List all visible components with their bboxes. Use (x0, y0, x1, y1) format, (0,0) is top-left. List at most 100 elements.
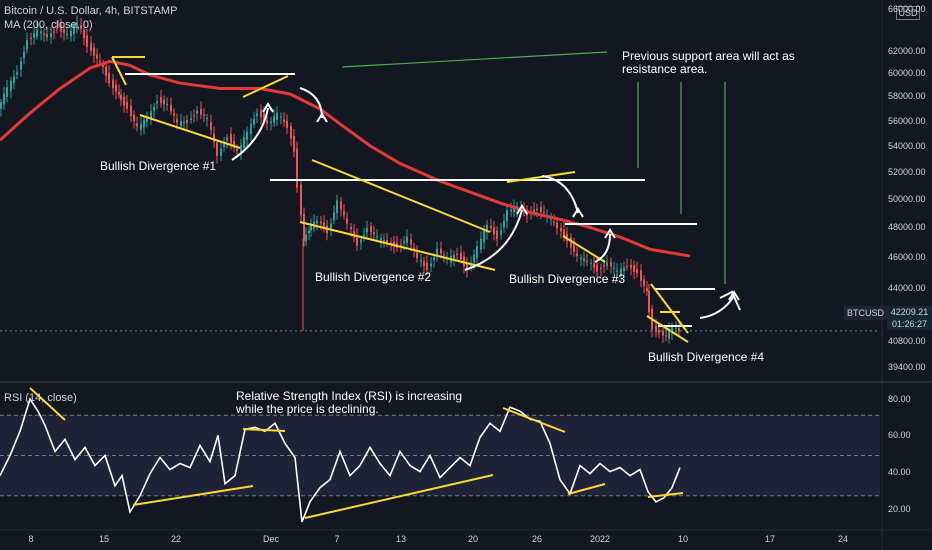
candle (250, 123, 252, 134)
candle (26, 39, 28, 50)
candle (130, 105, 132, 117)
candle (90, 43, 92, 52)
curved-arrow-3 (464, 209, 523, 271)
candle (590, 262, 592, 264)
candle (153, 106, 155, 111)
candle (266, 120, 268, 124)
candle (476, 246, 478, 258)
candle (123, 97, 125, 106)
price-tick: 66000.00 (888, 4, 926, 14)
candle (33, 33, 35, 38)
candle (253, 119, 255, 125)
candle (73, 25, 75, 34)
candle (120, 94, 122, 100)
price-tick: 39400.00 (888, 362, 926, 372)
candle (216, 142, 218, 156)
candle (176, 119, 178, 123)
previous-support-note: Previous support area will act as resist… (622, 50, 795, 76)
candle (316, 220, 318, 224)
candle (423, 261, 425, 266)
price-tick: 60000.00 (888, 68, 926, 78)
candle (99, 61, 101, 63)
time-tick: 10 (677, 534, 689, 544)
candle (586, 260, 588, 262)
divergence-2-label: Bullish Divergence #2 (315, 270, 432, 284)
rsi-tick: 40.00 (888, 467, 911, 477)
price-tick: 62000.00 (888, 46, 926, 56)
candle (510, 209, 512, 212)
candle (626, 266, 628, 268)
candle (413, 247, 415, 251)
candle (570, 237, 572, 248)
currency-badge[interactable]: USD (896, 6, 920, 20)
candle (276, 112, 278, 120)
symbol-title[interactable]: Bitcoin / U.S. Dollar, 4h, BITSTAMP (4, 5, 178, 17)
candle (665, 335, 667, 337)
candle (193, 115, 195, 117)
candle (43, 33, 45, 35)
candle (648, 290, 650, 313)
candle (576, 253, 578, 256)
time-tick: 13 (395, 534, 407, 544)
candle (180, 121, 182, 127)
candle (436, 248, 438, 257)
ma-indicator-label[interactable]: MA (200, close, 0) (4, 19, 93, 31)
candle (658, 329, 660, 333)
candle (340, 201, 342, 210)
candle (186, 120, 188, 123)
candle (550, 218, 552, 220)
candle (668, 329, 670, 339)
candle (83, 29, 85, 39)
candle (610, 262, 612, 267)
price-tick: 56000.00 (888, 116, 926, 126)
candle (513, 206, 515, 213)
rsi-note-line-2: while the price is declining. (236, 402, 379, 416)
candle (536, 208, 538, 210)
candle (136, 123, 138, 127)
candle (63, 29, 65, 34)
candle (400, 244, 402, 246)
price-tick: 50000.00 (888, 194, 926, 204)
candle (150, 111, 152, 120)
candle (600, 267, 602, 270)
rsi-note: Relative Strength Index (RSI) is increas… (236, 390, 462, 416)
candle (13, 76, 15, 83)
candle (616, 270, 618, 272)
candle (460, 252, 462, 260)
price-trendline-8 (562, 235, 606, 263)
candle (126, 102, 128, 109)
arrow-head-5 (604, 228, 616, 239)
candle (10, 80, 12, 91)
candle (443, 254, 445, 256)
candle (630, 264, 632, 269)
candle (343, 211, 345, 216)
candle (633, 265, 635, 273)
time-tick: 8 (28, 534, 34, 544)
candle (533, 209, 535, 213)
candle (360, 239, 362, 243)
candle (233, 141, 235, 148)
price-trendline-3 (139, 114, 241, 149)
candle (500, 230, 502, 235)
curved-arrow-6 (699, 295, 735, 319)
candle (563, 229, 565, 238)
candle (463, 256, 465, 267)
candle (196, 110, 198, 114)
candle (156, 101, 158, 104)
candle (220, 148, 222, 156)
candle (30, 37, 32, 39)
candle (373, 232, 375, 234)
candle (256, 113, 258, 117)
candle (675, 327, 677, 329)
rsi-label[interactable]: RSI (14, close) (4, 392, 77, 404)
candle (170, 104, 172, 112)
candle (453, 254, 455, 259)
candle (308, 230, 310, 233)
candle (105, 66, 107, 76)
candle (66, 33, 68, 35)
candle (420, 260, 422, 262)
candle (333, 212, 335, 221)
price-tick: 48000.00 (888, 222, 926, 232)
candle (60, 24, 62, 32)
